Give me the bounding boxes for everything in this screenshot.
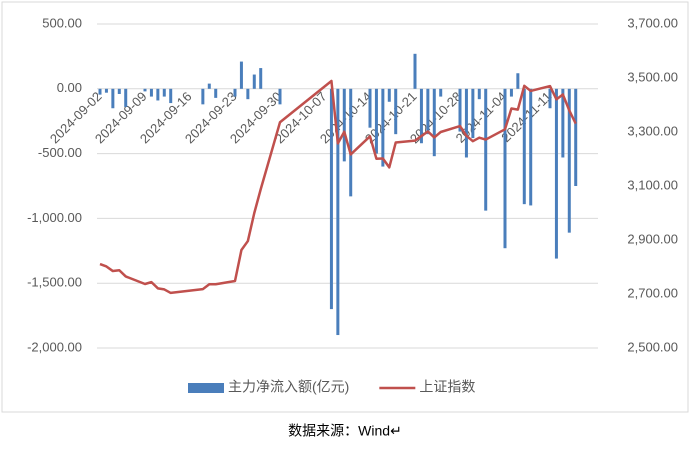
bar	[169, 88, 173, 104]
bar	[111, 88, 115, 109]
line	[99, 79, 577, 295]
bar	[368, 88, 372, 128]
y-tick-label: -1,000.00	[27, 210, 82, 225]
bar	[246, 88, 250, 100]
bar	[471, 88, 475, 139]
bar	[342, 88, 346, 162]
legend-label: 上证指数	[419, 379, 475, 395]
y-tick-label: 0.00	[57, 80, 82, 95]
y2-tick-label: 2,700.00	[627, 285, 678, 300]
bar	[432, 88, 436, 157]
bar	[156, 88, 160, 101]
y-tick-label: -2,000.00	[27, 339, 82, 354]
bar	[387, 88, 391, 102]
bar	[516, 73, 520, 89]
bar	[374, 88, 378, 154]
y2-tick-label: 2,900.00	[627, 231, 678, 246]
source-note: 数据来源：Wind↵	[288, 423, 402, 439]
bar	[104, 88, 108, 93]
bar	[509, 88, 513, 97]
bar	[149, 88, 153, 97]
y-tick-label: -1,500.00	[27, 275, 82, 290]
bar	[561, 88, 565, 158]
bar	[426, 88, 430, 135]
bar	[439, 88, 443, 97]
legend-label: 主力净流入额(亿元)	[228, 379, 349, 395]
bar	[419, 88, 423, 144]
bar	[548, 88, 552, 109]
bar	[329, 88, 333, 310]
bar	[503, 88, 507, 249]
y-tick-label: 500.00	[42, 15, 82, 30]
bar	[239, 61, 243, 89]
bar	[98, 88, 102, 95]
y2-tick-label: 3,700.00	[627, 15, 678, 30]
bar	[464, 88, 468, 158]
bar	[484, 88, 488, 211]
bar	[567, 88, 571, 233]
bar	[233, 88, 237, 97]
bar	[259, 68, 263, 89]
y-tick-label: -500.00	[38, 145, 82, 160]
bar	[201, 88, 205, 105]
bar	[477, 88, 481, 100]
bar	[162, 88, 166, 97]
bar	[394, 88, 398, 135]
bar	[349, 88, 353, 197]
legend-swatch	[188, 383, 224, 393]
bar	[529, 88, 533, 206]
bar	[381, 88, 385, 167]
y2-tick-label: 3,100.00	[627, 177, 678, 192]
bar	[522, 88, 526, 205]
bar	[458, 88, 462, 132]
bar	[413, 53, 417, 89]
bar	[117, 88, 121, 94]
bar	[214, 88, 218, 98]
y2-tick-label: 2,500.00	[627, 339, 678, 354]
y2-tick-label: 3,300.00	[627, 123, 678, 138]
chart-border	[1, 1, 689, 413]
bar	[336, 88, 340, 336]
bar	[252, 74, 256, 89]
bar	[574, 88, 578, 186]
bar	[124, 88, 128, 107]
bar	[554, 88, 558, 259]
bar	[207, 83, 211, 89]
y2-tick-label: 3,500.00	[627, 69, 678, 84]
bar	[278, 88, 282, 105]
bar	[143, 88, 147, 92]
